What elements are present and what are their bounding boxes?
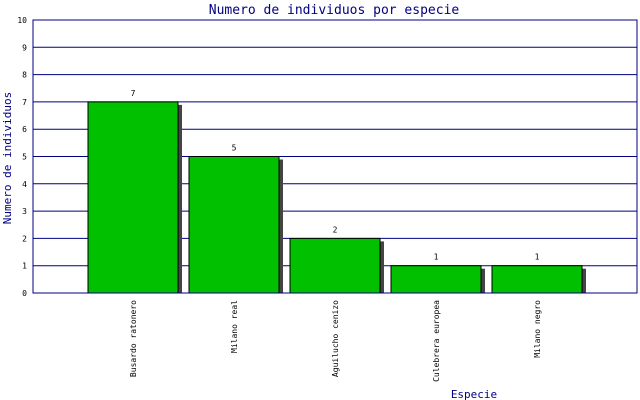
value-label: 2: [333, 225, 338, 234]
x-tick-label: Aguilucho cenizo: [331, 300, 340, 377]
y-ticks: 0 1 2 3 4 5 6 7 8 9 10: [17, 16, 27, 298]
bars: [87, 101, 583, 294]
value-labels: 7 5 2 1 1: [131, 89, 540, 262]
y-tick-label: 10: [17, 16, 27, 25]
y-tick-label: 5: [22, 153, 27, 162]
bar: [390, 265, 482, 294]
value-label: 7: [131, 89, 136, 98]
x-tick-label: Milano negro: [533, 300, 542, 358]
x-tick-label: Culebrera europea: [432, 300, 441, 382]
x-tick-label: Milano real: [230, 300, 239, 353]
bar: [491, 265, 583, 294]
x-tick-labels: Busardo ratonero Milano real Aguilucho cen…: [129, 300, 542, 382]
y-tick-label: 1: [22, 262, 27, 271]
plot-frame: [32, 19, 638, 294]
chart-title: Numero de individuos por especie: [209, 3, 460, 18]
y-tick-label: 9: [22, 43, 27, 52]
x-axis-label: Especie: [451, 388, 497, 400]
y-tick-label: 2: [22, 234, 27, 243]
bar: [87, 101, 179, 294]
x-tick-label: Busardo ratonero: [129, 300, 138, 377]
value-label: 5: [232, 144, 237, 153]
y-tick-label: 0: [22, 289, 27, 298]
bar: [289, 237, 381, 294]
y-tick-label: 4: [22, 180, 27, 189]
y-tick-label: 8: [22, 71, 27, 80]
value-label: 1: [535, 253, 540, 262]
value-label: 1: [434, 253, 439, 262]
y-tick-label: 7: [22, 98, 27, 107]
y-tick-label: 6: [22, 125, 27, 134]
y-tick-label: 3: [22, 207, 27, 216]
y-axis-label: Numero de individuos: [1, 92, 14, 224]
bar: [188, 156, 280, 294]
